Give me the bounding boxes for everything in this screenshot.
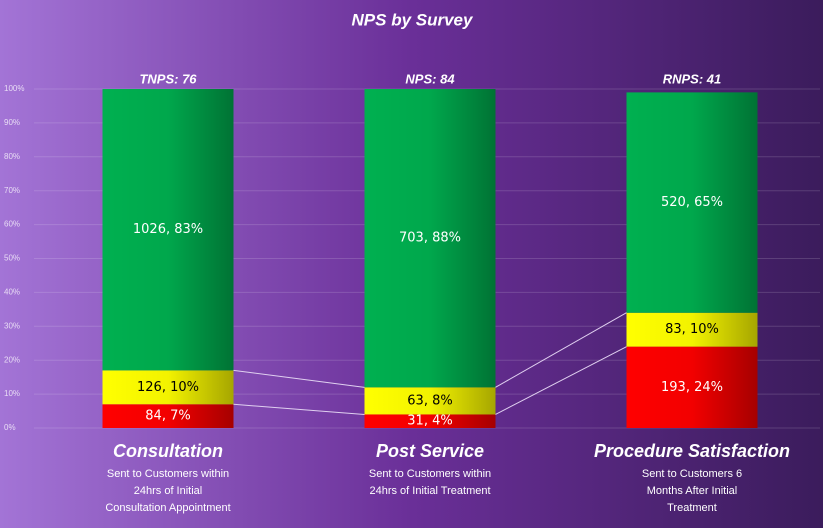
bar-top-label: TNPS: 76 <box>139 71 197 86</box>
y-tick-label: 50% <box>4 254 20 263</box>
bar-top-label: NPS: 84 <box>405 71 455 86</box>
chart-title: NPS by Survey <box>352 10 474 29</box>
y-tick-label: 30% <box>4 321 20 330</box>
series-line <box>233 403 365 415</box>
bar-top-label: RNPS: 41 <box>663 71 722 86</box>
series-line <box>495 346 627 415</box>
category-description: Consultation Appointment <box>105 502 230 514</box>
category-description: Sent to Customers within <box>369 468 491 480</box>
x-tick-label: Consultation <box>113 441 223 461</box>
y-tick-label: 90% <box>4 118 20 127</box>
series-line <box>233 369 365 388</box>
y-tick-label: 70% <box>4 186 20 195</box>
y-tick-label: 10% <box>4 389 20 398</box>
category-description: Months After Initial <box>647 485 738 497</box>
category-description: 24hrs of Initial <box>134 485 202 497</box>
data-label: 520, 65% <box>661 195 723 210</box>
data-label: 703, 88% <box>399 231 461 246</box>
y-tick-label: 100% <box>4 84 24 93</box>
category-description: Sent to Customers 6 <box>642 468 742 480</box>
y-tick-label: 60% <box>4 220 20 229</box>
x-tick-label: Procedure Satisfaction <box>594 441 790 461</box>
data-label: 31, 4% <box>407 414 452 429</box>
data-label: 1026, 83% <box>133 222 203 237</box>
data-label: 193, 24% <box>661 380 723 395</box>
data-label: 126, 10% <box>137 380 199 395</box>
y-tick-label: 80% <box>4 152 20 161</box>
series-line <box>495 312 627 388</box>
category-description: 24hrs of Initial Treatment <box>369 485 490 497</box>
y-tick-label: 20% <box>4 355 20 364</box>
category-description: Treatment <box>667 502 717 514</box>
data-label: 84, 7% <box>145 409 190 424</box>
data-label: 83, 10% <box>665 322 719 337</box>
y-tick-label: 0% <box>4 423 16 432</box>
category-description: Sent to Customers within <box>107 468 229 480</box>
y-tick-label: 40% <box>4 288 20 297</box>
data-label: 63, 8% <box>407 393 452 408</box>
x-tick-label: Post Service <box>376 441 484 461</box>
